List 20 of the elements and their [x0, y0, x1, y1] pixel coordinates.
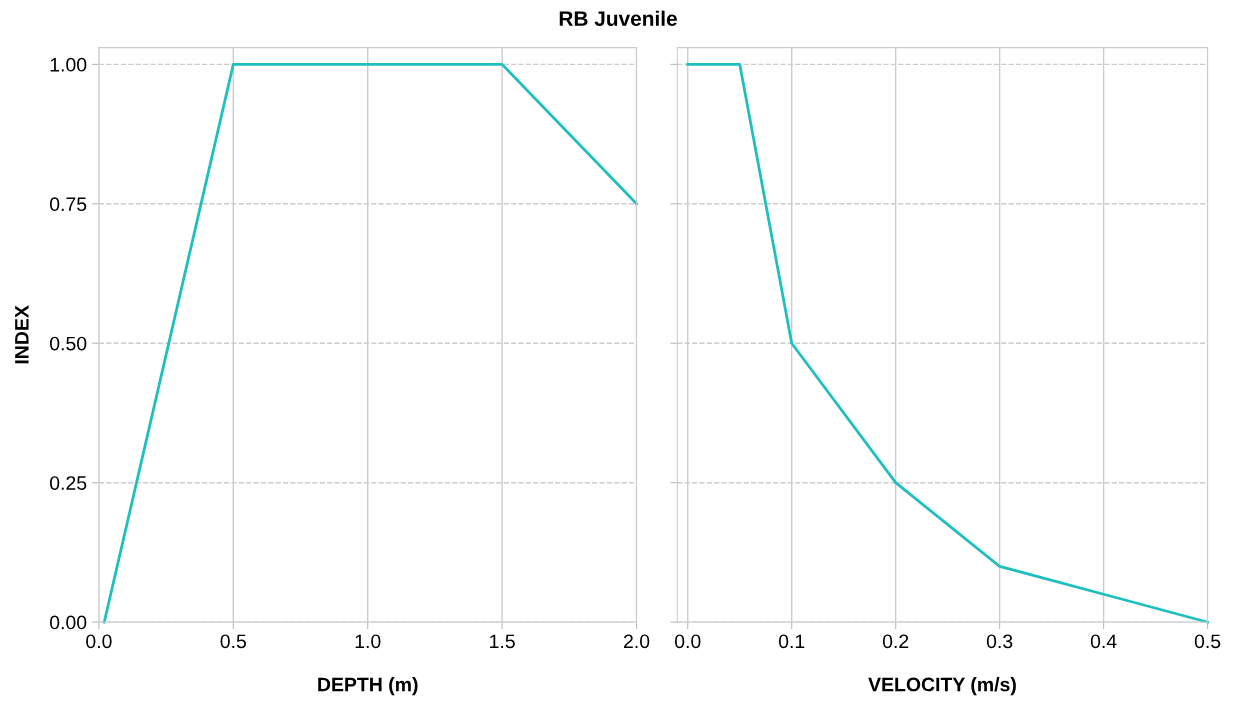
y-axis-title: INDEX — [15, 305, 29, 364]
x-axis-title: VELOCITY (m/s) — [868, 677, 1016, 696]
x-tick-label: 1.5 — [490, 634, 515, 649]
y-tick-label: 1.00 — [50, 57, 87, 72]
y-tick-label: 0.50 — [49, 336, 87, 351]
x-tick-label: 0.2 — [882, 634, 909, 649]
x-tick-label: 0.0 — [86, 634, 112, 649]
x-tick-label: 0.3 — [986, 634, 1013, 649]
x-axis-title: DEPTH (m) — [318, 677, 418, 696]
x-tick-label: 0.5 — [220, 634, 246, 649]
x-tick-label: 2.0 — [624, 634, 650, 649]
x-tick-label: 1.0 — [355, 634, 381, 649]
chart-title: RB Juvenile — [559, 10, 677, 26]
x-tick-label: 0.0 — [674, 634, 701, 649]
y-tick-label: 0.00 — [49, 615, 87, 630]
x-tick-label: 0.5 — [1194, 634, 1221, 649]
x-tick-label: 0.1 — [778, 634, 805, 649]
y-tick-label: 0.75 — [49, 197, 87, 212]
x-tick-label: 0.4 — [1090, 634, 1117, 649]
y-tick-label: 0.25 — [49, 476, 87, 490]
